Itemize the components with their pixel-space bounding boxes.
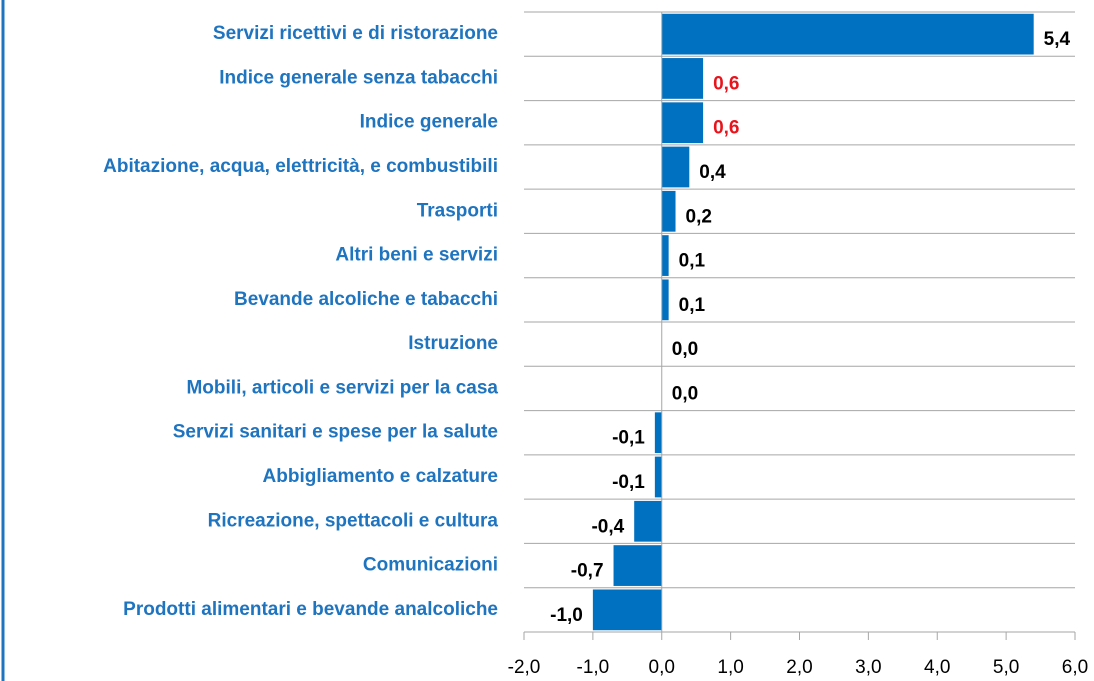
x-tick-label: 3,0	[855, 657, 881, 678]
bar	[654, 456, 662, 498]
value-label: -0,7	[571, 561, 604, 582]
category-label: Indice generale	[360, 112, 498, 133]
category-label: Bevande alcoliche e tabacchi	[234, 289, 498, 310]
bar	[592, 589, 662, 631]
value-label: -0,4	[591, 516, 624, 537]
value-label: -0,1	[612, 428, 645, 449]
x-tick-label: 5,0	[993, 657, 1019, 678]
category-label: Prodotti alimentari e bevande analcolich…	[123, 599, 498, 620]
category-label: Altri beni e servizi	[335, 245, 498, 266]
bar	[661, 235, 669, 276]
x-tick-label: -2,0	[508, 657, 541, 678]
value-label: 5,4	[1044, 29, 1071, 50]
bar	[661, 279, 669, 321]
bar	[661, 58, 704, 99]
bar	[613, 545, 662, 586]
bar	[661, 146, 690, 188]
value-label: 0,1	[679, 295, 706, 316]
category-label: Ricreazione, spettacoli e cultura	[208, 510, 499, 531]
x-tick-label: 1,0	[717, 657, 743, 678]
x-tick-label: 2,0	[786, 657, 812, 678]
value-label: -0,1	[612, 472, 645, 493]
value-label: 0,0	[672, 383, 698, 404]
bar	[634, 500, 662, 542]
bar	[661, 102, 704, 144]
bar	[661, 190, 676, 232]
category-label: Abbigliamento e calzature	[263, 466, 498, 487]
category-label: Servizi ricettivi e di ristorazione	[213, 23, 498, 44]
x-tick-label: 4,0	[924, 657, 950, 678]
x-tick-label: 0,0	[649, 657, 675, 678]
category-label: Istruzione	[408, 333, 498, 354]
category-label: Mobili, articoli e servizi per la casa	[186, 377, 498, 398]
category-label: Abitazione, acqua, elettricità, e combus…	[103, 156, 498, 177]
x-tick-label: -1,0	[577, 657, 610, 678]
bar	[661, 13, 1034, 55]
value-label: 0,0	[672, 339, 698, 360]
x-tick-label: 6,0	[1062, 657, 1088, 678]
value-label: 0,4	[699, 162, 726, 183]
value-label: 0,1	[679, 251, 706, 272]
value-label: 0,6	[713, 73, 739, 94]
category-label: Comunicazioni	[363, 555, 498, 576]
category-label: Servizi sanitari e spese per la salute	[173, 422, 498, 443]
category-label: Indice generale senza tabacchi	[219, 67, 498, 88]
bar	[654, 412, 662, 454]
value-label: 0,6	[713, 118, 739, 139]
category-label: Trasporti	[417, 200, 498, 221]
value-label: 0,2	[686, 206, 712, 227]
value-label: -1,0	[550, 605, 583, 626]
